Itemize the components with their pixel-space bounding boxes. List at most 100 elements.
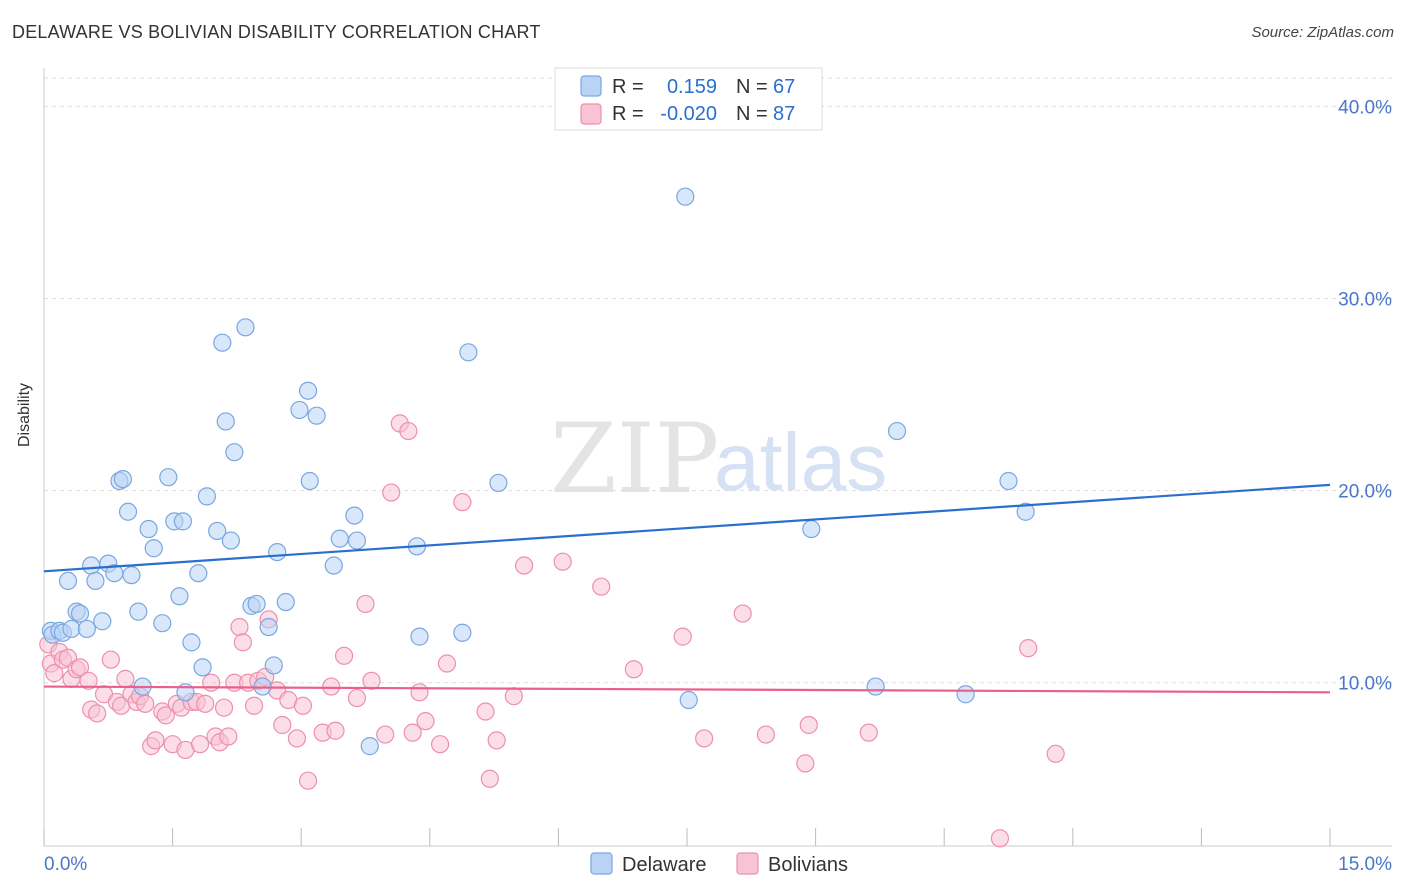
delaware-point [86, 571, 105, 591]
delaware-point [221, 531, 240, 550]
delaware-point [247, 594, 266, 614]
bolivians-point [356, 594, 375, 614]
x-ticks [43, 828, 1331, 846]
bolivians-point [990, 829, 1010, 848]
bolivians-point [673, 627, 692, 646]
delaware-points [41, 187, 1035, 756]
bolivians-point [859, 723, 878, 742]
legend-n-label-bolivians: N = [736, 103, 768, 125]
bolivians-point [733, 604, 752, 623]
delaware-point [153, 614, 172, 633]
delaware-point [225, 443, 244, 462]
delaware-point [679, 690, 698, 710]
bolivians-point [196, 694, 215, 713]
bolivians-point [480, 769, 499, 788]
y-tick-label: 10.0% [1338, 674, 1392, 695]
bolivians-point [453, 493, 472, 512]
trend-lines [43, 483, 1331, 694]
delaware-point [173, 512, 192, 531]
y-tick-label: 20.0% [1338, 482, 1392, 503]
delaware-point [410, 627, 429, 646]
bolivians-point [233, 633, 253, 652]
bolivians-point [799, 715, 818, 735]
bolivians-point [382, 483, 401, 502]
legend-n-label-delaware: N = [736, 76, 768, 98]
bolivians-point [101, 650, 120, 669]
delaware-point [216, 412, 235, 431]
delaware-point [676, 187, 695, 206]
delaware-point [170, 587, 189, 606]
bottom-legend-swatch-bolivians [736, 852, 759, 875]
bolivians-point [403, 723, 422, 742]
y-tick-label: 40.0% [1338, 97, 1392, 118]
delaware-point [197, 487, 216, 506]
delaware-point [144, 539, 163, 558]
delaware-trend-line [43, 483, 1331, 573]
x-tick-label-min: 0.0% [44, 854, 87, 875]
bolivians-point [334, 646, 354, 665]
bolivians-point [88, 704, 107, 723]
bolivians-point [430, 735, 450, 754]
delaware-point [236, 318, 255, 337]
delaware-point [290, 400, 309, 420]
delaware-point [298, 381, 318, 400]
axes [43, 68, 1392, 847]
bolivians-point [136, 694, 155, 713]
legend-n-value-bolivians: 87 [773, 103, 795, 125]
bolivians-point [1046, 744, 1065, 763]
delaware-point [276, 592, 295, 612]
chart-source: Source: ZipAtlas.com [1251, 24, 1394, 41]
grid-lines [44, 77, 1392, 684]
delaware-point [129, 602, 148, 621]
watermark-atlas: atlas [714, 417, 887, 508]
delaware-point [459, 343, 478, 362]
bottom-legend-label-bolivians: Bolivians [768, 854, 848, 876]
delaware-point [268, 542, 287, 562]
bolivians-point [202, 673, 221, 692]
delaware-point [193, 658, 212, 677]
bolivians-point [298, 771, 318, 790]
legend-top: R = 0.159 N = 67 R = -0.020 N = 87 [554, 67, 823, 131]
delaware-point [345, 506, 364, 525]
y-axis-label: Disability [16, 382, 33, 447]
bolivians-point [376, 725, 395, 744]
bolivians-point [504, 687, 523, 706]
delaware-point [360, 737, 379, 756]
bolivians-point [362, 671, 381, 690]
chart-title: DELAWARE VS BOLIVIAN DISABILITY CORRELAT… [12, 22, 541, 42]
delaware-point [1016, 502, 1035, 521]
delaware-point [300, 471, 319, 491]
bolivians-point [146, 731, 165, 750]
delaware-point [77, 619, 96, 639]
delaware-point [999, 471, 1018, 491]
bolivians-point [214, 698, 234, 717]
bolivians-point [287, 729, 307, 748]
delaware-point [189, 564, 208, 583]
bolivians-trend-line [43, 685, 1331, 694]
legend-n-value-delaware: 67 [773, 76, 795, 98]
bolivians-point [756, 725, 775, 744]
bolivians-point [116, 669, 135, 688]
delaware-point [330, 529, 349, 548]
legend-swatch-delaware [580, 75, 602, 97]
bolivians-point [190, 735, 210, 754]
bolivians-point [515, 556, 534, 575]
delaware-point [113, 469, 132, 489]
delaware-point [62, 619, 81, 639]
bolivians-point [219, 727, 238, 746]
bolivians-point [399, 421, 418, 441]
delaware-point [58, 571, 78, 591]
bottom-legend-swatch-delaware [590, 852, 613, 875]
legend-r-value-bolivians: -0.020 [660, 103, 717, 125]
delaware-point [159, 468, 178, 487]
delaware-point [118, 502, 138, 521]
delaware-point [208, 521, 227, 541]
y-tick-label: 30.0% [1338, 290, 1392, 311]
bolivians-point [70, 658, 90, 677]
bolivians-point [487, 731, 506, 750]
delaware-point [347, 531, 367, 550]
delaware-point [956, 685, 975, 704]
legend-r-label-delaware: R = [612, 76, 644, 98]
bolivians-point [1019, 639, 1038, 658]
